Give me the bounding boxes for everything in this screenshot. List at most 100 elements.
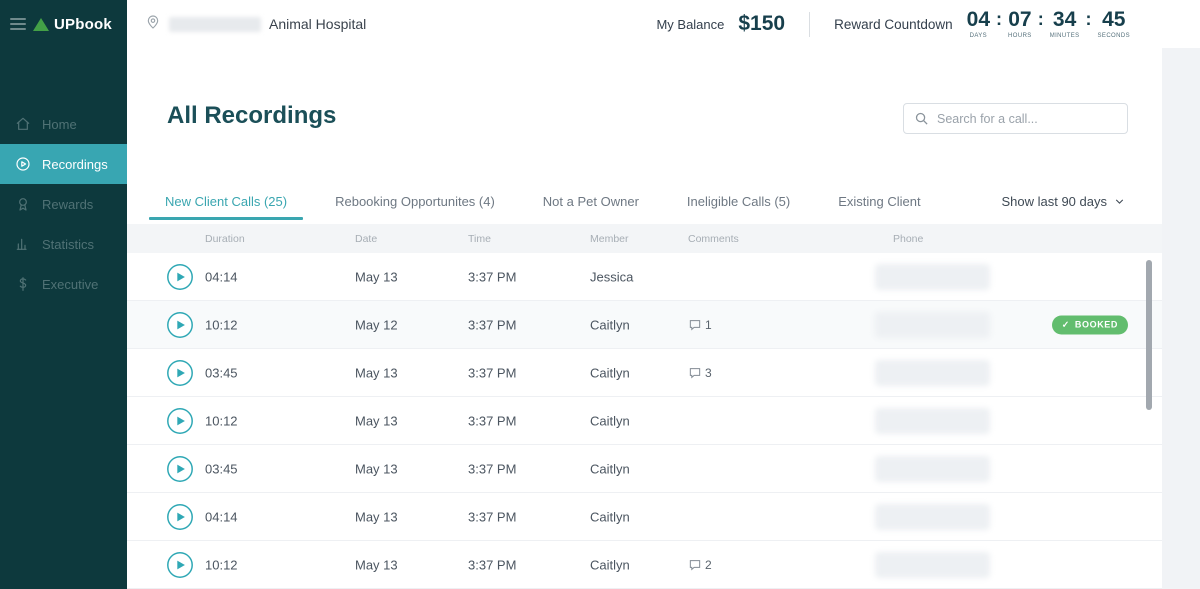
location-group: Animal Hospital — [145, 14, 366, 35]
column-header-time: Time — [468, 232, 491, 245]
sidebar-item-executive[interactable]: Executive — [0, 264, 127, 304]
tab-existing-client[interactable]: Existing Client — [822, 182, 936, 220]
tab-label: Existing Client — [838, 193, 921, 209]
table-row[interactable]: 10:12 May 13 3:37 PM Caitlyn ✓ — [127, 397, 1162, 445]
sidebar-item-label: Statistics — [42, 236, 95, 252]
countdown-segment: 34 MINUTES — [1050, 9, 1080, 39]
member-cell: Caitlyn — [590, 317, 630, 332]
countdown-unit: HOURS — [1008, 33, 1032, 39]
duration-cell: 10:12 — [205, 557, 238, 572]
tab-rebooking-opportunites-4[interactable]: Rebooking Opportunites (4) — [319, 182, 511, 220]
logo-triangle-icon — [33, 17, 49, 31]
sidebar-item-rewards[interactable]: Rewards — [0, 184, 127, 224]
time-cell: 3:37 PM — [468, 317, 517, 332]
tab-not-a-pet-owner[interactable]: Not a Pet Owner — [527, 182, 655, 220]
member-cell: Caitlyn — [590, 509, 630, 524]
duration-cell: 03:45 — [205, 461, 238, 476]
comment-icon — [689, 559, 701, 570]
duration-cell: 10:12 — [205, 317, 238, 332]
play-button[interactable] — [167, 551, 193, 578]
bar-chart-icon — [15, 236, 31, 252]
comments-cell[interactable]: 1 — [688, 318, 712, 332]
location-name-redacted — [169, 16, 261, 32]
column-header-member: Member — [590, 232, 629, 245]
check-icon: ✓ — [1061, 319, 1070, 329]
date-cell: May 13 — [355, 413, 398, 428]
booked-label: BOOKED — [1074, 319, 1118, 330]
time-cell: 3:37 PM — [468, 509, 517, 524]
member-cell: Caitlyn — [590, 365, 630, 380]
table-row[interactable]: 03:45 May 13 3:37 PM Caitlyn ✓ — [127, 445, 1162, 493]
home-icon — [15, 116, 31, 132]
search-input[interactable] — [937, 111, 1117, 126]
time-cell: 3:37 PM — [468, 557, 517, 572]
table-body: 04:14 May 13 3:37 PM Jessica ✓ 10:12 May… — [127, 253, 1162, 589]
header-divider — [809, 11, 811, 37]
countdown-unit: MINUTES — [1049, 33, 1080, 39]
countdown-value: 04 — [966, 8, 991, 31]
reward-countdown: 04 DAYS : 07 HOURS : 34 MINUTES : 45 SEC… — [967, 9, 1130, 39]
comments-cell[interactable]: 3 — [688, 366, 712, 380]
duration-cell: 03:45 — [205, 365, 238, 380]
play-button[interactable] — [167, 359, 193, 386]
topbar-right: My Balance $150 Reward Countdown 04 DAYS… — [656, 9, 1200, 39]
sidebar-item-home[interactable]: Home — [0, 104, 127, 144]
balance-value[interactable]: $150 — [738, 12, 786, 35]
sidebar-item-recordings[interactable]: Recordings — [0, 144, 127, 184]
play-button[interactable] — [167, 455, 193, 482]
tab-new-client-calls-25[interactable]: New Client Calls (25) — [149, 182, 304, 220]
time-cell: 3:37 PM — [468, 461, 517, 476]
upbook-logo[interactable]: UPbook — [33, 16, 112, 33]
table-row[interactable]: 04:14 May 13 3:37 PM Jessica ✓ — [127, 253, 1162, 301]
member-cell: Caitlyn — [590, 557, 630, 572]
member-cell: Caitlyn — [590, 413, 630, 428]
chevron-down-icon — [1115, 198, 1124, 204]
date-cell: May 13 — [355, 557, 398, 572]
play-button[interactable] — [167, 311, 193, 338]
time-cell: 3:37 PM — [468, 269, 517, 284]
tab-ineligible-calls-5[interactable]: Ineligible Calls (5) — [671, 182, 806, 220]
date-range-filter[interactable]: Show last 90 days — [1001, 182, 1126, 220]
countdown-label: Reward Countdown — [834, 16, 953, 32]
date-cell: May 13 — [355, 269, 398, 284]
search-box[interactable] — [903, 103, 1128, 134]
table-row[interactable]: 10:12 May 13 3:37 PM Caitlyn 2 ✓ — [127, 541, 1162, 589]
member-cell: Caitlyn — [590, 461, 630, 476]
column-header-phone: Phone — [893, 232, 924, 245]
member-cell: Jessica — [590, 269, 634, 284]
comment-icon — [689, 319, 701, 330]
time-cell: 3:37 PM — [468, 413, 517, 428]
table-scrollbar[interactable] — [1146, 260, 1152, 410]
phone-redacted — [875, 503, 990, 530]
balance-label: My Balance — [656, 16, 725, 32]
countdown-value: 07 — [1008, 8, 1032, 31]
column-header-comments: Comments — [688, 232, 739, 245]
duration-cell: 04:14 — [205, 509, 238, 524]
phone-redacted — [875, 551, 990, 578]
sidebar: UPbook Home Recordings Rewards Statistic… — [0, 0, 127, 589]
phone-redacted — [875, 311, 990, 338]
sidebar-item-statistics[interactable]: Statistics — [0, 224, 127, 264]
play-circle-icon — [15, 156, 31, 172]
logo-text: UPbook — [54, 15, 112, 33]
search-icon — [915, 112, 928, 125]
sidebar-item-label: Executive — [42, 276, 99, 292]
table-row[interactable]: 10:12 May 12 3:37 PM Caitlyn 1 ✓ BOOKED — [127, 301, 1162, 349]
hamburger-menu-icon[interactable] — [10, 18, 26, 30]
filter-label: Show last 90 days — [1001, 193, 1107, 209]
table-row[interactable]: 04:14 May 13 3:37 PM Caitlyn ✓ — [127, 493, 1162, 541]
date-cell: May 12 — [355, 317, 398, 332]
tab-label: New Client Calls (25) — [165, 193, 288, 209]
phone-redacted — [875, 263, 990, 290]
phone-redacted — [875, 359, 990, 386]
dollar-icon — [15, 276, 31, 292]
table-row[interactable]: 03:45 May 13 3:37 PM Caitlyn 3 ✓ — [127, 349, 1162, 397]
play-button[interactable] — [167, 503, 193, 530]
sidebar-item-label: Home — [42, 116, 77, 132]
comments-cell[interactable]: 2 — [688, 558, 712, 572]
award-icon — [15, 196, 31, 212]
sidebar-header: UPbook — [0, 0, 127, 48]
play-button[interactable] — [167, 407, 193, 434]
play-button[interactable] — [167, 263, 193, 290]
